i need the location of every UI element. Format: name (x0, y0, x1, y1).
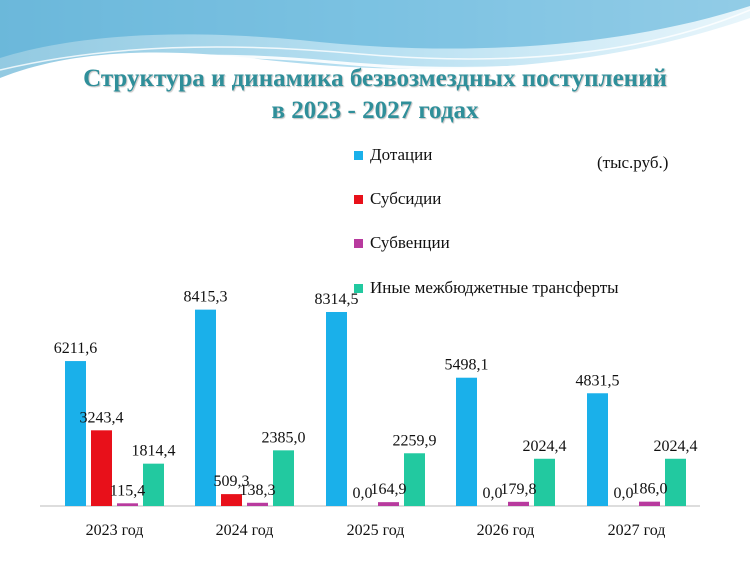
bar-dotacii-2 (326, 311, 347, 506)
x-tick-label-0: 2023 год (86, 522, 144, 539)
x-tick-label-2: 2025 год (347, 522, 405, 539)
x-tick-label-1: 2024 год (216, 522, 274, 539)
legend-swatch-subvencii (354, 239, 363, 248)
bar-dotacii-4 (587, 393, 608, 506)
bar-subvencii-4 (639, 501, 660, 506)
value-label-dotacii-1: 8415,3 (184, 289, 228, 306)
value-label-subvencii-3: 179,8 (501, 481, 537, 498)
legend-label-subsidii: Субсидии (370, 189, 442, 208)
bar-inye-transferty-4 (665, 458, 686, 506)
value-label-dotacii-2: 8314,5 (315, 291, 359, 308)
bar-inye-transferty-2 (404, 453, 425, 506)
legend-swatch-inye-transferty (354, 284, 363, 293)
x-tick-label-3: 2026 год (477, 522, 535, 539)
value-label-subvencii-4: 186,0 (632, 481, 668, 498)
bar-inye-transferty-3 (534, 458, 555, 506)
bar-subvencii-0 (117, 503, 138, 506)
value-label-subsidii-2: 0,0 (353, 485, 373, 502)
bar-subvencii-1 (247, 502, 268, 506)
chart-title-line-1: Структура и динамика безвозмездных посту… (83, 65, 667, 92)
bar-subvencii-2 (378, 502, 399, 506)
value-label-subsidii-3: 0,0 (483, 485, 503, 502)
chart-title-line-2: в 2023 - 2027 годах (271, 97, 479, 124)
value-label-dotacii-0: 6211,6 (54, 340, 97, 357)
value-label-inye-transferty-1: 2385,0 (262, 429, 306, 446)
bar-dotacii-0 (65, 361, 86, 506)
value-label-subvencii-2: 164,9 (371, 481, 407, 498)
value-label-dotacii-4: 4831,5 (576, 372, 620, 389)
legend-swatch-subsidii (354, 195, 363, 204)
legend-label-inye-transferty: Иные межбюджетные трансферты (370, 278, 619, 297)
bar-subsidii-0 (91, 430, 112, 506)
value-label-subvencii-1: 138,3 (240, 482, 276, 499)
bar-subvencii-3 (508, 501, 529, 506)
x-tick-label-4: 2027 год (608, 522, 666, 539)
value-label-subsidii-0: 3243,4 (80, 409, 124, 426)
units-label: (тыс.руб.) (597, 153, 669, 172)
value-label-subvencii-0: 115,4 (110, 482, 145, 499)
value-label-inye-transferty-2: 2259,9 (393, 432, 437, 449)
value-label-inye-transferty-4: 2024,4 (654, 438, 698, 455)
legend-label-subvencii: Субвенции (370, 233, 450, 252)
legend-label-dotacii: Дотации (370, 145, 433, 164)
legend-swatch-dotacii (354, 151, 363, 160)
value-label-inye-transferty-0: 1814,4 (132, 443, 176, 460)
value-label-subsidii-1: 509,3 (214, 473, 250, 490)
value-label-subsidii-4: 0,0 (614, 485, 634, 502)
bar-dotacii-3 (456, 377, 477, 506)
bar-dotacii-1 (195, 309, 216, 506)
value-label-inye-transferty-3: 2024,4 (523, 438, 567, 455)
value-label-dotacii-3: 5498,1 (445, 357, 489, 374)
bar-inye-transferty-1 (273, 450, 294, 506)
bar-inye-transferty-0 (143, 463, 164, 506)
bar-subsidii-1 (221, 494, 242, 506)
